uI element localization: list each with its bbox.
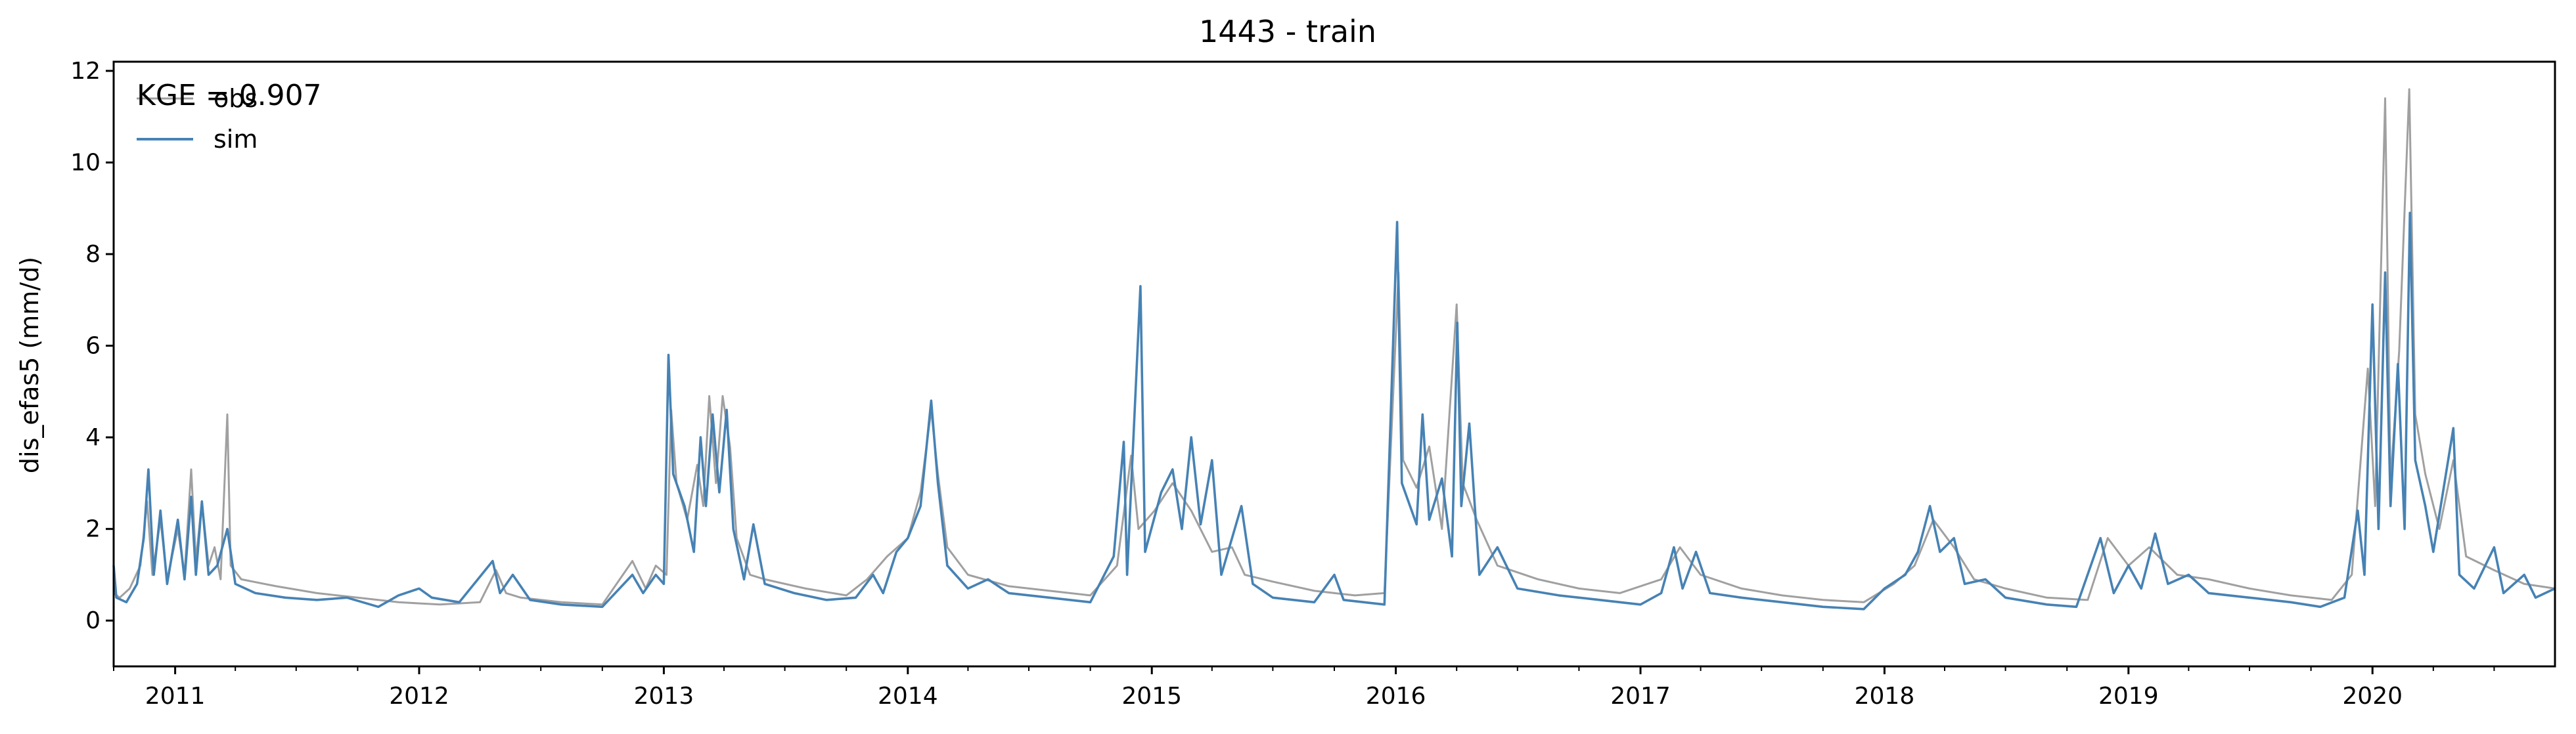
x-tick-label: 2016	[1366, 683, 1426, 710]
y-tick-label: 12	[70, 58, 101, 85]
y-axis-ticks: 0 2 4 6 8 10 12	[70, 58, 114, 634]
legend: obs sim	[137, 84, 258, 154]
legend-label-obs: obs	[214, 84, 258, 113]
series-line-obs	[113, 88, 2556, 606]
x-tick-label: 2013	[634, 683, 694, 710]
x-tick-label: 2015	[1121, 683, 1182, 710]
x-axis-ticks: 2011 2012 2013 2014 2015 2016 2017 2018 2019 2020	[113, 666, 2495, 710]
y-axis-label: dis_efas5 (mm/d)	[15, 257, 44, 473]
y-tick-label: 10	[70, 150, 101, 177]
y-tick-label: 2	[85, 516, 101, 543]
y-tick-label: 6	[85, 333, 101, 360]
plot-area	[112, 60, 2556, 668]
chart-title: 1443 - train	[1199, 14, 1376, 49]
y-tick-label: 8	[85, 241, 101, 268]
x-tick-label: 2014	[878, 683, 938, 710]
x-tick-label: 2012	[389, 683, 449, 710]
series-line-sim	[112, 211, 2556, 611]
y-tick-label: 4	[85, 424, 101, 451]
x-tick-label: 2018	[1855, 683, 1915, 710]
x-tick-label: 2011	[145, 683, 206, 710]
x-tick-label: 2019	[2098, 683, 2159, 710]
kge-annotation: KGE = 0.907	[137, 79, 322, 112]
legend-label-sim: sim	[214, 125, 258, 154]
y-tick-label: 0	[85, 607, 101, 634]
x-tick-label: 2020	[2342, 683, 2403, 710]
x-tick-label: 2017	[1610, 683, 1671, 710]
series-layer	[112, 88, 2556, 611]
